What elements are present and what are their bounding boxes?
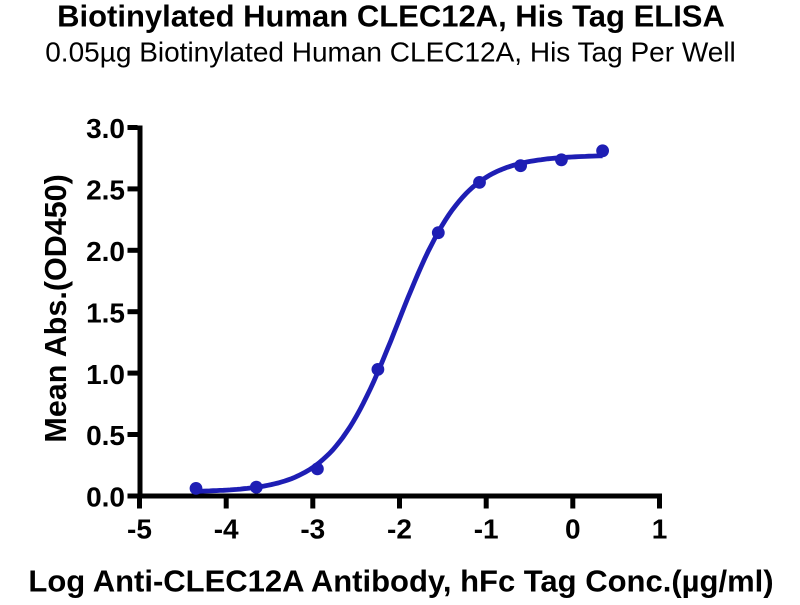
svg-text:3.0: 3.0: [86, 113, 125, 144]
svg-text:-3: -3: [300, 514, 325, 545]
svg-text:2.0: 2.0: [86, 236, 125, 267]
svg-text:0.5: 0.5: [86, 420, 125, 451]
svg-text:0: 0: [565, 514, 581, 545]
svg-text:-1: -1: [474, 514, 499, 545]
svg-text:1.0: 1.0: [86, 359, 125, 390]
svg-text:0.05µg Biotinylated Human CLEC: 0.05µg Biotinylated Human CLEC12A, His T…: [45, 36, 736, 67]
svg-text:-2: -2: [387, 514, 412, 545]
svg-text:Log Anti-CLEC12A Antibody, hFc: Log Anti-CLEC12A Antibody, hFc Tag Conc.…: [28, 563, 773, 598]
svg-text:Mean Abs.(OD450): Mean Abs.(OD450): [39, 174, 73, 442]
svg-text:Biotinylated Human CLEC12A, Hi: Biotinylated Human CLEC12A, His Tag ELIS…: [57, 0, 725, 34]
svg-text:-4: -4: [214, 514, 239, 545]
svg-text:1: 1: [652, 514, 668, 545]
svg-text:-5: -5: [127, 514, 152, 545]
svg-text:0.0: 0.0: [86, 482, 125, 513]
svg-text:1.5: 1.5: [86, 297, 125, 328]
svg-text:2.5: 2.5: [86, 175, 125, 206]
